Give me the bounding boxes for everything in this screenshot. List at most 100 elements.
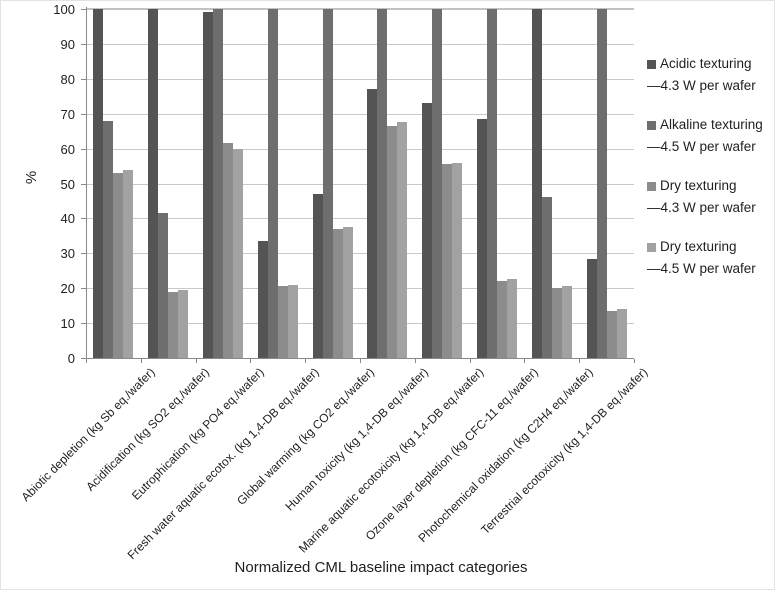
legend-series-name: Alkaline texturing bbox=[647, 115, 773, 135]
y-tick-mark bbox=[81, 183, 86, 185]
bar-acidic-texturing-cat8 bbox=[477, 118, 487, 358]
bar-acidic-texturing-cat3 bbox=[203, 12, 213, 358]
gridline-10 bbox=[86, 323, 634, 325]
gridline-70 bbox=[86, 113, 634, 115]
bar-acidic-texturing-cat5 bbox=[312, 193, 323, 358]
legend-series-label: Dry texturing bbox=[660, 239, 737, 254]
y-tick-label: 50 bbox=[60, 176, 75, 192]
bar-acidic-texturing-cat1 bbox=[93, 9, 104, 358]
legend-swatch-icon bbox=[647, 59, 656, 69]
bar-alkaline-texturing-cat1 bbox=[103, 120, 114, 358]
x-tick-mark bbox=[634, 359, 635, 363]
x-tick-mark bbox=[524, 359, 526, 363]
bar-alkaline-texturing-cat8 bbox=[487, 9, 497, 358]
bar-dry-texturing-cat10 bbox=[616, 309, 627, 358]
y-tick-mark bbox=[81, 9, 86, 10]
bar-dry-texturing-cat5 bbox=[342, 227, 353, 358]
legend-series-name: Dry texturing bbox=[647, 237, 773, 257]
legend-series-name: Acidic texturing bbox=[647, 54, 773, 74]
y-tick-label: 60 bbox=[60, 141, 75, 157]
bar-acidic-texturing-cat9 bbox=[531, 9, 542, 358]
gridline-100 bbox=[86, 8, 634, 10]
y-tick-label: 70 bbox=[60, 106, 75, 122]
x-tick-mark bbox=[414, 359, 416, 363]
legend-swatch-icon bbox=[647, 181, 656, 191]
legend-series-label: Dry texturing bbox=[660, 178, 737, 193]
y-tick-label: 10 bbox=[60, 316, 75, 332]
y-axis-title: % bbox=[23, 170, 41, 185]
bar-dry-texturing-cat8 bbox=[497, 281, 507, 358]
y-tick-mark bbox=[81, 148, 86, 150]
bar-acidic-texturing-cat4 bbox=[257, 241, 268, 358]
gridline-60 bbox=[86, 148, 634, 150]
x-tick-mark bbox=[86, 359, 87, 363]
gridline-80 bbox=[86, 78, 634, 80]
legend-entry-1: Acidic texturing —4.3 W per wafer bbox=[647, 54, 773, 96]
legend-series-name: Dry texturing bbox=[647, 176, 773, 196]
chart-legend: Acidic texturing —4.3 W per wafer Alkaline… bbox=[647, 54, 773, 298]
bar-dry-texturing-cat2 bbox=[178, 289, 189, 358]
legend-swatch-icon bbox=[647, 242, 656, 252]
gridline-50 bbox=[86, 183, 634, 185]
x-axis-line bbox=[86, 358, 634, 359]
y-tick-label: 0 bbox=[67, 351, 75, 366]
bar-alkaline-texturing-cat6 bbox=[377, 9, 388, 358]
gridline-20 bbox=[86, 288, 634, 290]
bar-dry-texturing-cat6 bbox=[397, 122, 408, 358]
y-tick-mark bbox=[81, 253, 86, 255]
x-tick-mark bbox=[579, 359, 581, 363]
y-tick-mark bbox=[81, 288, 86, 290]
bar-dry-texturing-cat9 bbox=[561, 286, 572, 358]
y-tick-mark bbox=[81, 43, 86, 45]
x-category-label: Fresh water aquatic ecotox. (kg 1,4-DB e… bbox=[124, 365, 322, 563]
bar-alkaline-texturing-cat2 bbox=[158, 213, 169, 358]
bar-acidic-texturing-cat7 bbox=[422, 103, 433, 358]
legend-series-wattage: —4.5 W per wafer bbox=[647, 139, 756, 154]
bar-dry-texturing-cat4 bbox=[287, 284, 298, 358]
bar-alkaline-texturing-cat9 bbox=[541, 197, 552, 358]
bar-alkaline-texturing-cat7 bbox=[432, 9, 443, 358]
legend-series-wattage: —4.3 W per wafer bbox=[647, 78, 756, 93]
x-axis-title: Normalized CML baseline impact categorie… bbox=[234, 559, 528, 576]
bar-dry-texturing-cat8 bbox=[507, 279, 517, 358]
bar-acidic-texturing-cat2 bbox=[148, 9, 159, 358]
legend-entry-2: Alkaline texturing —4.5 W per wafer bbox=[647, 115, 773, 157]
legend-series-label: Acidic texturing bbox=[660, 56, 752, 71]
bar-alkaline-texturing-cat4 bbox=[267, 9, 278, 358]
legend-series-label: Alkaline texturing bbox=[660, 117, 763, 132]
y-tick-mark bbox=[81, 323, 86, 325]
y-tick-label: 90 bbox=[60, 36, 75, 52]
x-tick-mark bbox=[469, 359, 471, 363]
gridline-30 bbox=[86, 253, 634, 255]
x-tick-mark bbox=[250, 359, 252, 363]
bar-dry-texturing-cat5 bbox=[332, 228, 343, 358]
y-tick-mark bbox=[81, 358, 86, 359]
bar-dry-texturing-cat3 bbox=[233, 148, 243, 358]
bar-dry-texturing-cat9 bbox=[551, 288, 562, 358]
bar-dry-texturing-cat10 bbox=[606, 310, 617, 358]
bar-dry-texturing-cat7 bbox=[442, 164, 453, 358]
x-tick-mark bbox=[305, 359, 307, 363]
legend-swatch-icon bbox=[647, 120, 656, 130]
bar-acidic-texturing-cat10 bbox=[586, 258, 597, 358]
y-tick-label: 30 bbox=[60, 246, 75, 262]
bar-dry-texturing-cat1 bbox=[123, 169, 134, 358]
bar-alkaline-texturing-cat3 bbox=[213, 9, 223, 358]
bar-acidic-texturing-cat6 bbox=[367, 89, 378, 358]
x-tick-mark bbox=[360, 359, 361, 363]
legend-entry-4: Dry texturing —4.5 W per wafer bbox=[647, 237, 773, 279]
gridline-40 bbox=[86, 218, 634, 220]
x-tick-mark bbox=[195, 359, 197, 363]
legend-series-wattage: —4.3 W per wafer bbox=[647, 200, 756, 215]
bar-dry-texturing-cat7 bbox=[452, 162, 463, 358]
bar-alkaline-texturing-cat10 bbox=[596, 9, 607, 358]
bar-dry-texturing-cat6 bbox=[387, 125, 398, 358]
legend-series-wattage: —4.5 W per wafer bbox=[647, 261, 756, 276]
bar-dry-texturing-cat3 bbox=[223, 143, 233, 358]
bar-dry-texturing-cat1 bbox=[113, 173, 124, 358]
bar-dry-texturing-cat2 bbox=[168, 291, 179, 358]
x-tick-mark bbox=[140, 359, 142, 363]
y-tick-label: 20 bbox=[60, 281, 75, 297]
bar-dry-texturing-cat4 bbox=[277, 286, 288, 358]
